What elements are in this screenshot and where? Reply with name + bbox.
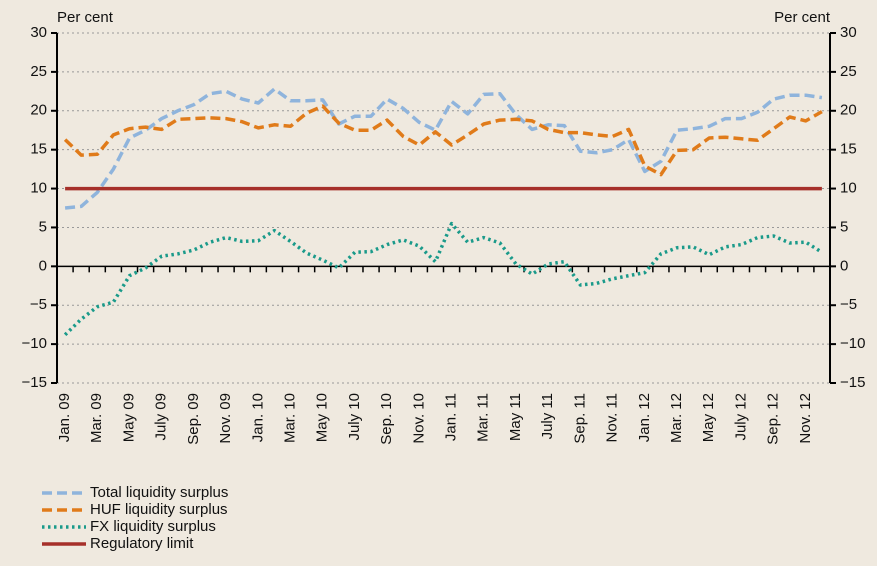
y-tick-label: 5 [39,218,47,235]
y-tick-label: 15 [30,141,47,158]
y-tick-label: −5 [30,296,47,313]
x-tick-label: May 09 [120,393,137,442]
x-tick-label: Jan. 09 [56,393,73,442]
x-tick-label: Nov. 09 [217,393,234,444]
y2-tick-label: −10 [840,335,865,352]
x-tick-label: July 09 [153,393,170,441]
x-tick-label: Sep. 09 [185,393,202,445]
x-tick-label: Jan. 11 [443,393,460,441]
x-tick-label: Sep. 10 [378,393,395,445]
y2-tick-label: −15 [840,374,865,391]
x-tick-label: Mar. 10 [281,393,298,443]
y2-tick-label: 20 [840,102,857,119]
legend-label: FX liquidity surplus [90,518,216,535]
y-tick-label: −10 [22,335,47,352]
series-line [63,104,823,177]
legend-label: HUF liquidity surplus [90,501,228,518]
y2-tick-label: 30 [840,24,857,41]
y-tick-label: 10 [30,180,47,197]
y2-tick-label: 5 [840,218,848,235]
x-tick-label: Nov. 11 [604,393,621,442]
x-tick-label: May 11 [507,393,524,441]
x-tick-label: May 12 [700,393,717,442]
x-tick-label: July 11 [539,393,556,439]
x-tick-label: Mar. 11 [475,393,492,442]
y-tick-label: 25 [30,63,47,80]
legend-label: Total liquidity surplus [90,484,228,501]
y-axis-label: Per cent [57,9,114,26]
series-line [63,221,823,337]
y2-tick-label: 0 [840,257,848,274]
y-tick-label: −15 [22,374,47,391]
x-tick-label: Nov. 10 [410,393,427,444]
y-tick-label: 20 [30,102,47,119]
x-tick-label: Nov. 12 [797,393,814,444]
x-tick-label: Jan. 10 [249,393,266,442]
y2-tick-label: 15 [840,141,857,158]
x-tick-label: July 10 [346,393,363,441]
series-line [64,87,823,210]
y2-tick-label: 10 [840,180,857,197]
y-tick-label: 0 [39,257,47,274]
x-tick-label: Sep. 12 [765,393,782,445]
legend-label: Regulatory limit [90,535,194,552]
x-tick-label: Mar. 09 [88,393,105,443]
x-tick-label: July 12 [732,393,749,441]
y2-tick-label: −5 [840,296,857,313]
x-tick-label: Jan. 12 [636,393,653,442]
y2-tick-label: 25 [840,63,857,80]
y-tick-label: 30 [30,24,47,41]
y2-axis-label: Per cent [774,9,831,26]
x-tick-label: May 10 [314,393,331,442]
x-tick-label: Mar. 12 [668,393,685,443]
x-tick-label: Sep. 11 [571,393,588,444]
